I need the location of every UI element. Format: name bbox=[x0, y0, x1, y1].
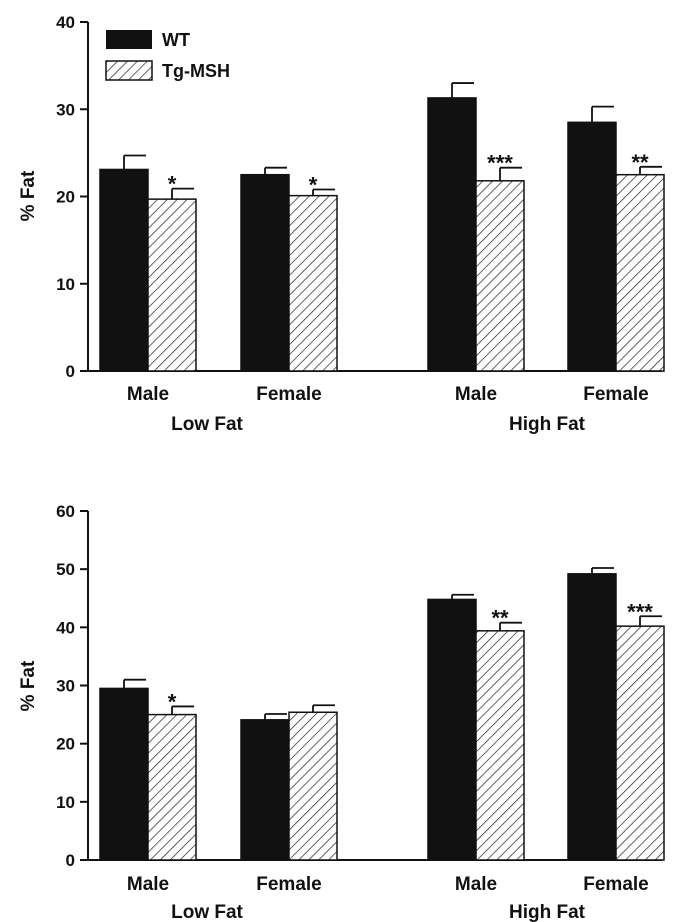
chart-bottom: 0 10 20 30 40 50 60 % Fat * Male Female ** Male *** Fe… bbox=[18, 502, 665, 922]
bar-tg-msh bbox=[615, 173, 665, 372]
bar-wt bbox=[567, 573, 617, 861]
significance-marker: ** bbox=[631, 150, 649, 175]
x-category-label: Female bbox=[256, 874, 321, 895]
x-group-label: High Fat bbox=[509, 414, 586, 435]
x-category-label: Male bbox=[127, 384, 169, 405]
y-tick-label: 20 bbox=[56, 735, 75, 754]
legend: WT Tg-MSH bbox=[105, 30, 230, 81]
bar-tg-msh bbox=[475, 630, 525, 861]
significance-marker: * bbox=[168, 689, 177, 714]
bar-tg-msh bbox=[288, 711, 338, 861]
y-tick-label: 10 bbox=[56, 793, 75, 812]
bar-tg-msh bbox=[147, 713, 197, 861]
significance-marker: ** bbox=[491, 606, 509, 631]
bar-wt bbox=[99, 687, 149, 861]
x-category-label: Male bbox=[127, 874, 169, 895]
bar-wt bbox=[427, 598, 477, 861]
y-axis-title: % Fat bbox=[18, 170, 39, 221]
y-tick-label: 0 bbox=[66, 851, 75, 870]
bar-tg-msh bbox=[615, 625, 665, 861]
y-tick-label: 50 bbox=[56, 560, 75, 579]
bar-tg-msh bbox=[288, 194, 338, 372]
x-category-label: Female bbox=[583, 384, 648, 405]
y-tick-label: 60 bbox=[56, 502, 75, 521]
x-category-label: Male bbox=[455, 384, 497, 405]
y-tick-label: 0 bbox=[66, 362, 75, 381]
y-tick-label: 40 bbox=[56, 618, 75, 637]
x-group-label: High Fat bbox=[509, 902, 586, 922]
x-category-label: Female bbox=[583, 874, 648, 895]
legend-label-wt: WT bbox=[162, 30, 190, 50]
bar-wt bbox=[567, 121, 617, 372]
x-category-label: Female bbox=[256, 384, 321, 405]
chart-top: 0 10 20 30 40 % Fat * Male * Female *** Male ** Femal… bbox=[18, 13, 665, 435]
significance-marker: *** bbox=[627, 599, 653, 624]
x-group-label: Low Fat bbox=[171, 902, 243, 922]
significance-marker: * bbox=[168, 172, 177, 197]
y-axis-title: % Fat bbox=[18, 660, 39, 711]
y-tick-label: 30 bbox=[56, 677, 75, 696]
legend-swatch-wt bbox=[106, 30, 152, 49]
bar-wt bbox=[99, 168, 149, 372]
y-tick-label: 10 bbox=[56, 275, 75, 294]
bar-wt bbox=[240, 173, 290, 372]
bar-wt bbox=[240, 719, 290, 861]
legend-swatch-tg-msh bbox=[105, 60, 153, 81]
bar-wt bbox=[427, 97, 477, 372]
bar-tg-msh bbox=[147, 198, 197, 372]
y-tick-label: 30 bbox=[56, 100, 75, 119]
significance-marker: * bbox=[309, 173, 318, 198]
bar-tg-msh bbox=[475, 180, 525, 372]
x-group-label: Low Fat bbox=[171, 414, 243, 435]
significance-marker: *** bbox=[487, 151, 513, 176]
x-category-label: Male bbox=[455, 874, 497, 895]
y-tick-label: 20 bbox=[56, 188, 75, 207]
legend-label-tg-msh: Tg-MSH bbox=[162, 61, 230, 81]
y-tick-label: 40 bbox=[56, 13, 75, 32]
